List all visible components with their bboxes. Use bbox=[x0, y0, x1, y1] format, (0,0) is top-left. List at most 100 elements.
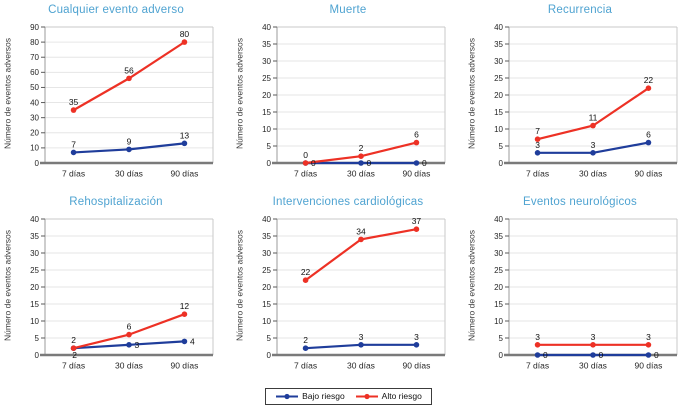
svg-text:90 días: 90 días bbox=[402, 361, 430, 371]
svg-text:40: 40 bbox=[494, 23, 503, 32]
svg-text:25: 25 bbox=[262, 266, 271, 275]
svg-text:4: 4 bbox=[190, 336, 195, 346]
svg-text:7 días: 7 días bbox=[294, 169, 317, 179]
legend-label: Alto riesgo bbox=[381, 391, 422, 401]
svg-text:40: 40 bbox=[30, 215, 39, 224]
line-chart: 0 5 10 15 20 25 30 35 40 7 días 30 días 90 días 2 3 4 2… bbox=[30, 215, 214, 371]
svg-text:40: 40 bbox=[30, 98, 39, 107]
svg-text:30 días: 30 días bbox=[347, 169, 375, 179]
svg-text:10: 10 bbox=[262, 317, 271, 326]
chart-panel-recurrencia: Recurrencia Número de eventos adversos 0… bbox=[464, 0, 696, 192]
chart-title: Eventos neurológicos bbox=[523, 196, 637, 208]
svg-text:10: 10 bbox=[494, 317, 503, 326]
svg-text:0: 0 bbox=[311, 158, 316, 168]
svg-text:90: 90 bbox=[30, 23, 39, 32]
svg-text:0: 0 bbox=[543, 350, 548, 360]
svg-text:30 días: 30 días bbox=[347, 361, 375, 371]
svg-text:0: 0 bbox=[599, 350, 604, 360]
line-chart: 0 5 10 15 20 25 30 35 40 7 días 30 días 90 días 2 3 3 2… bbox=[262, 215, 446, 371]
y-axis-label: Número de eventos adversos bbox=[234, 37, 245, 150]
chart-panel-intervenciones-cardiologicas: Intervenciones cardiológicas Número de e… bbox=[232, 192, 464, 384]
chart-grid: Cualquier evento adverso Número de event… bbox=[0, 0, 696, 384]
svg-text:10: 10 bbox=[262, 125, 271, 134]
svg-text:0: 0 bbox=[499, 159, 504, 168]
chart-title: Rehospitalización bbox=[69, 196, 163, 208]
svg-text:20: 20 bbox=[494, 283, 503, 292]
chart-title: Muerte bbox=[329, 4, 367, 16]
svg-text:5: 5 bbox=[499, 334, 504, 343]
svg-text:7 días: 7 días bbox=[62, 169, 85, 179]
svg-text:35: 35 bbox=[494, 40, 503, 49]
svg-text:30: 30 bbox=[30, 249, 39, 258]
svg-text:9: 9 bbox=[127, 136, 132, 146]
svg-text:30 días: 30 días bbox=[579, 169, 607, 179]
svg-text:20: 20 bbox=[262, 91, 271, 100]
svg-text:10: 10 bbox=[494, 125, 503, 134]
svg-text:37: 37 bbox=[412, 216, 422, 226]
svg-text:20: 20 bbox=[262, 283, 271, 292]
chart-title: Intervenciones cardiológicas bbox=[272, 196, 424, 208]
svg-text:15: 15 bbox=[494, 300, 503, 309]
svg-text:30: 30 bbox=[262, 249, 271, 258]
svg-text:60: 60 bbox=[30, 68, 39, 77]
svg-text:90 días: 90 días bbox=[634, 361, 662, 371]
svg-text:13: 13 bbox=[180, 130, 190, 140]
svg-text:2: 2 bbox=[359, 143, 364, 153]
svg-text:22: 22 bbox=[644, 75, 654, 85]
svg-text:0: 0 bbox=[499, 351, 504, 360]
svg-text:7 días: 7 días bbox=[526, 361, 549, 371]
svg-text:30: 30 bbox=[494, 57, 503, 66]
svg-text:15: 15 bbox=[494, 108, 503, 117]
y-axis-label: Número de eventos adversos bbox=[466, 229, 477, 342]
y-axis-label: Número de eventos adversos bbox=[2, 229, 13, 342]
svg-text:30 días: 30 días bbox=[579, 361, 607, 371]
chart-title: Recurrencia bbox=[547, 4, 613, 16]
svg-text:0: 0 bbox=[35, 159, 40, 168]
svg-text:0: 0 bbox=[422, 158, 427, 168]
svg-text:50: 50 bbox=[30, 83, 39, 92]
svg-text:25: 25 bbox=[262, 74, 271, 83]
svg-text:30: 30 bbox=[262, 57, 271, 66]
svg-text:6: 6 bbox=[414, 130, 419, 140]
svg-text:3: 3 bbox=[535, 140, 540, 150]
svg-text:0: 0 bbox=[267, 159, 272, 168]
legend-label: Bajo riesgo bbox=[302, 391, 345, 401]
svg-text:0: 0 bbox=[303, 150, 308, 160]
svg-text:3: 3 bbox=[414, 332, 419, 342]
svg-text:5: 5 bbox=[35, 334, 40, 343]
svg-text:30: 30 bbox=[30, 113, 39, 122]
legend-item-alto-riesgo: Alto riesgo bbox=[355, 391, 422, 401]
svg-text:6: 6 bbox=[646, 130, 651, 140]
svg-text:90 días: 90 días bbox=[170, 169, 198, 179]
svg-text:80: 80 bbox=[180, 29, 190, 39]
svg-text:20: 20 bbox=[30, 129, 39, 138]
svg-text:40: 40 bbox=[262, 215, 271, 224]
svg-text:3: 3 bbox=[359, 332, 364, 342]
legend: Bajo riesgo Alto riesgo bbox=[0, 388, 697, 405]
svg-text:0: 0 bbox=[654, 350, 659, 360]
svg-text:25: 25 bbox=[30, 266, 39, 275]
line-chart: 0 5 10 15 20 25 30 35 40 7 días 30 días 90 días 3 3 6 7… bbox=[494, 23, 678, 179]
chart-panel-muerte: Muerte Número de eventos adversos 0 5 10 15… bbox=[232, 0, 464, 192]
y-axis-label: Número de eventos adversos bbox=[2, 37, 13, 150]
chart-panel-rehospitalizacion: Rehospitalización Número de eventos adve… bbox=[0, 192, 232, 384]
svg-text:25: 25 bbox=[494, 266, 503, 275]
svg-text:7: 7 bbox=[535, 126, 540, 136]
svg-text:7: 7 bbox=[71, 139, 76, 149]
svg-text:20: 20 bbox=[30, 283, 39, 292]
svg-text:3: 3 bbox=[535, 332, 540, 342]
svg-text:30 días: 30 días bbox=[115, 361, 143, 371]
svg-text:34: 34 bbox=[356, 226, 366, 236]
legend-marker-bajo bbox=[276, 393, 299, 399]
svg-text:90 días: 90 días bbox=[170, 361, 198, 371]
svg-text:3: 3 bbox=[591, 140, 596, 150]
svg-text:40: 40 bbox=[494, 215, 503, 224]
svg-text:90 días: 90 días bbox=[634, 169, 662, 179]
svg-text:15: 15 bbox=[262, 108, 271, 117]
svg-text:35: 35 bbox=[262, 40, 271, 49]
svg-text:80: 80 bbox=[30, 38, 39, 47]
svg-text:10: 10 bbox=[30, 317, 39, 326]
svg-text:7 días: 7 días bbox=[526, 169, 549, 179]
